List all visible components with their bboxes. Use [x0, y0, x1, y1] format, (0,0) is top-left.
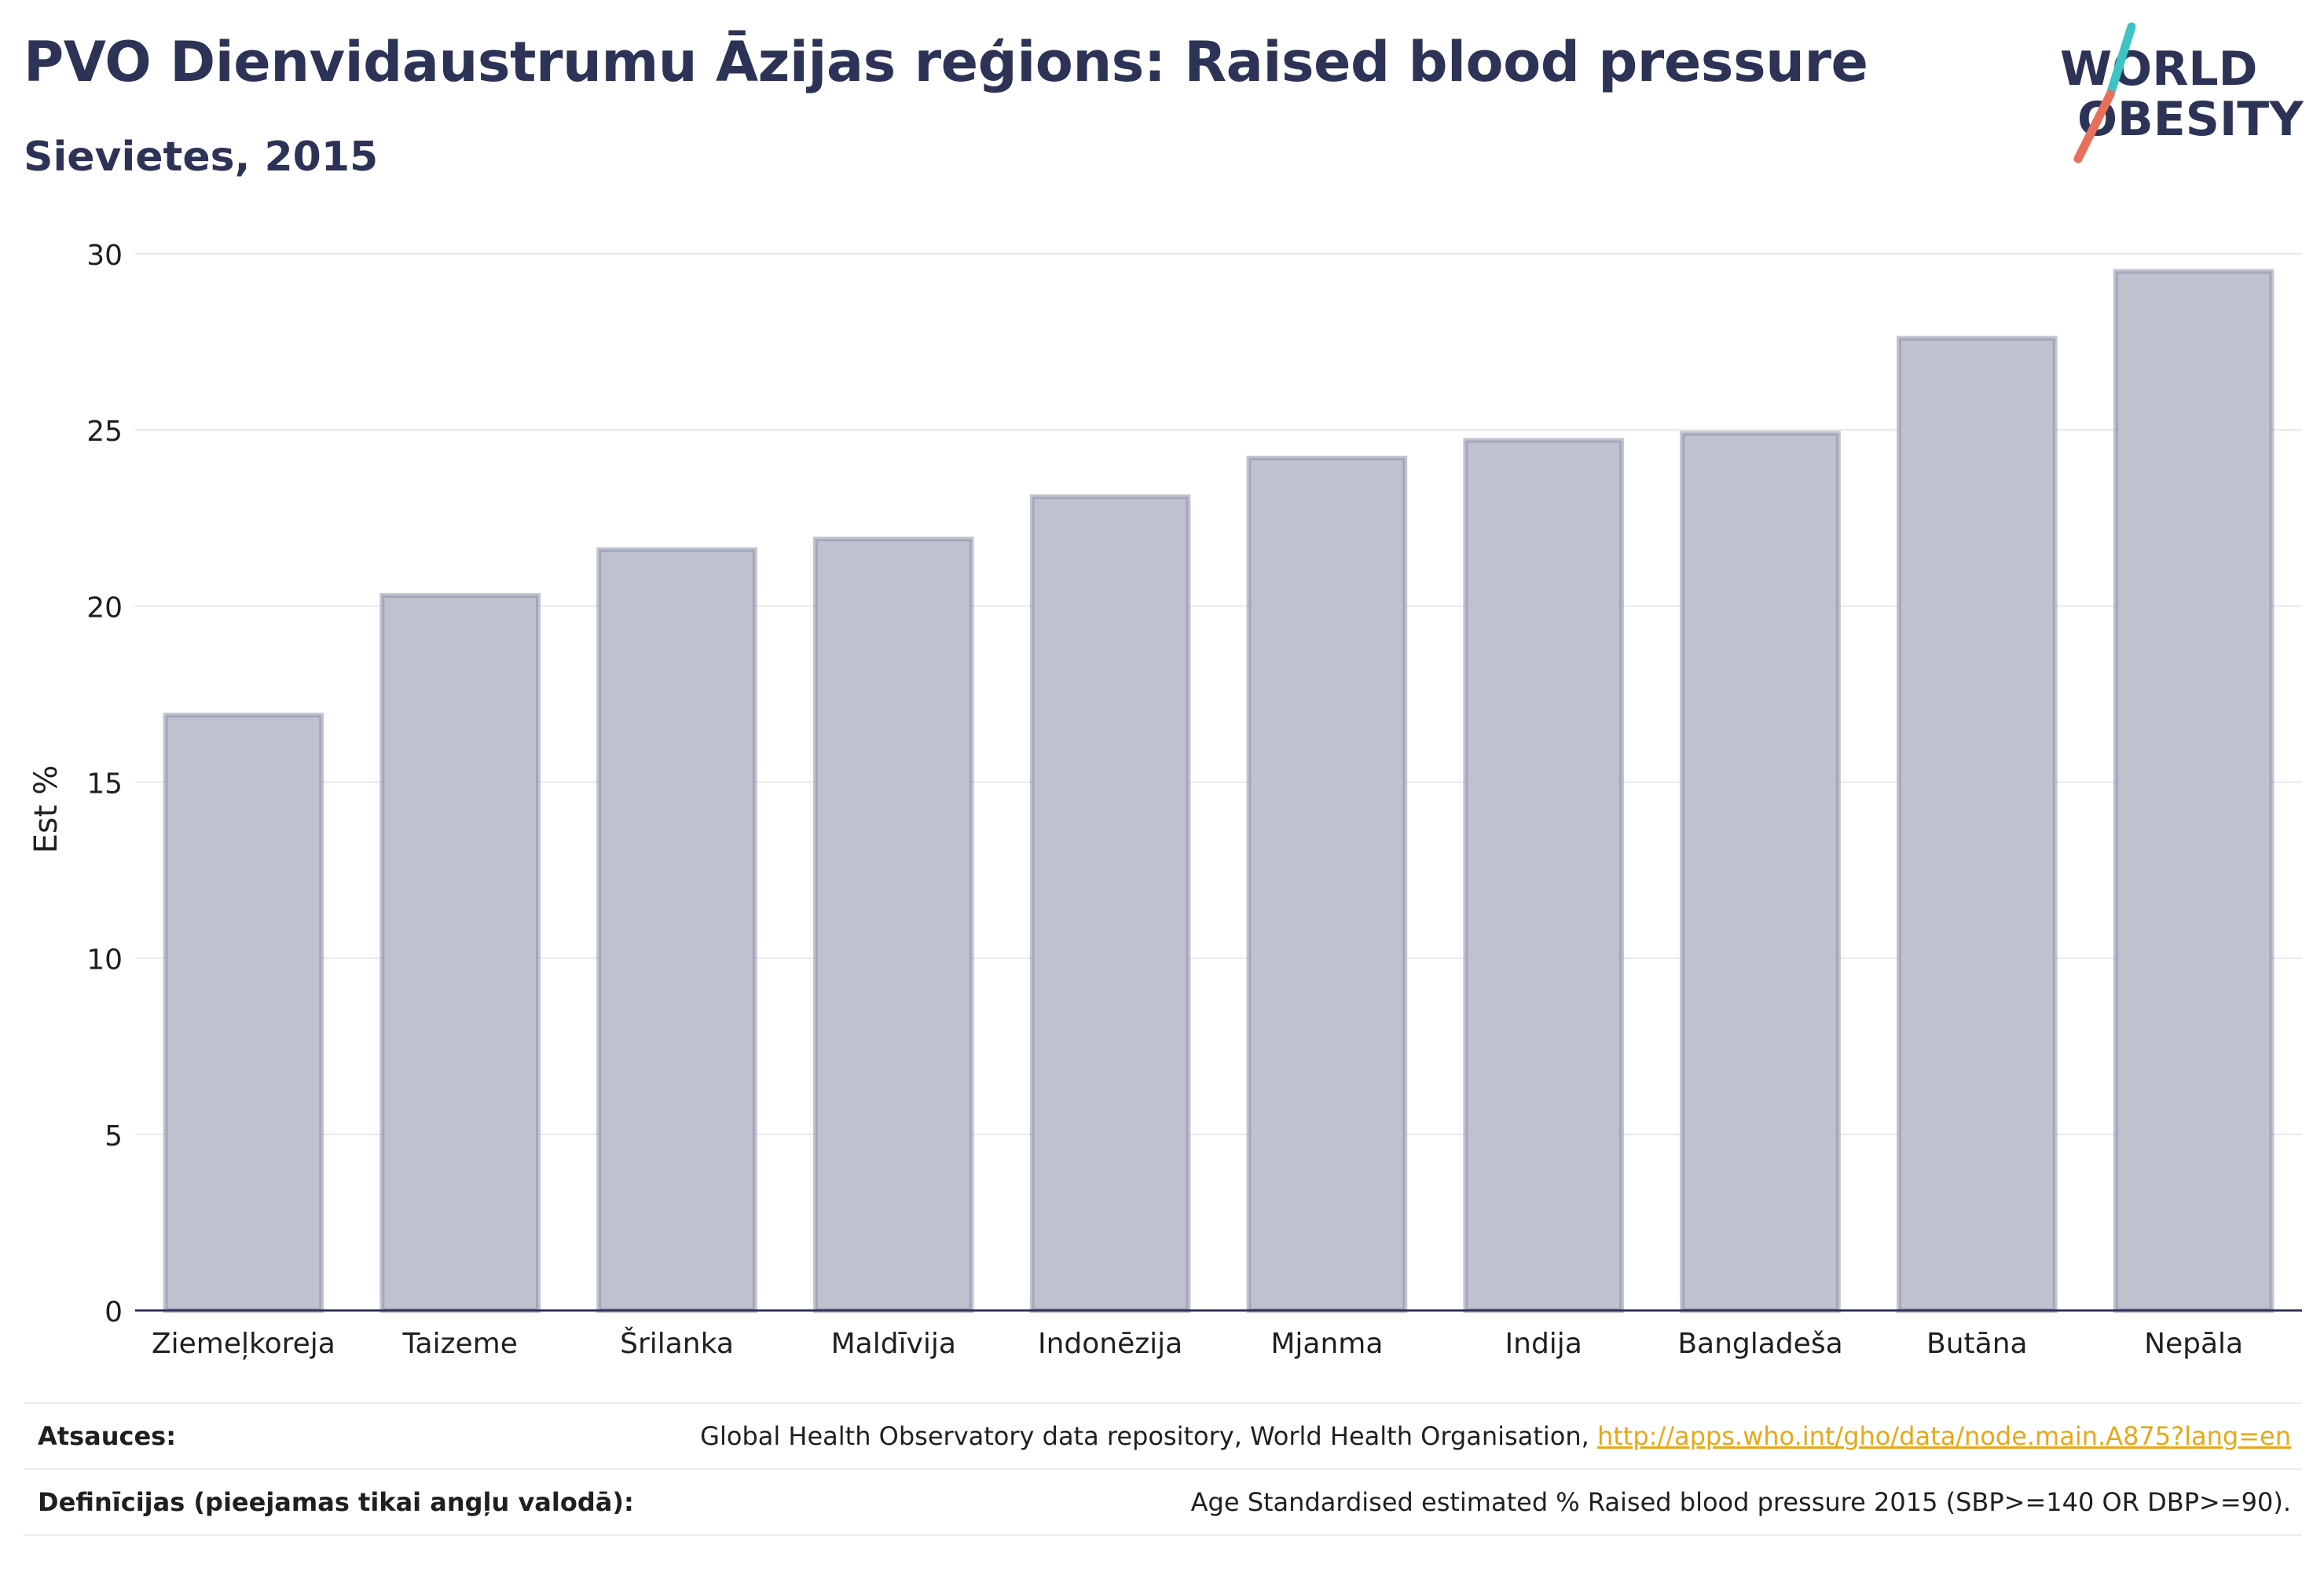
x-tick-label: Taizeme: [402, 1328, 518, 1360]
bars-layer: [163, 269, 2275, 1314]
x-tick-label: Ziemeļkoreja: [152, 1328, 335, 1360]
bar: [1463, 438, 1624, 1313]
logo-line-obesity: OBESITY: [2077, 92, 2304, 147]
sources-row: Atsauces: Global Health Observatory data…: [24, 1402, 2302, 1468]
y-tick-label: 25: [86, 416, 123, 448]
x-tick-label: Mjanma: [1270, 1328, 1383, 1360]
chart-title: PVO Dienvidaustrumu Āzijas reģions: Rais…: [24, 30, 1868, 94]
y-tick-label: 15: [86, 768, 123, 801]
sources-value: Global Health Observatory data repositor…: [700, 1421, 2302, 1451]
y-tick-label: 10: [86, 944, 123, 977]
bar: [1897, 335, 2058, 1314]
bar: [1246, 456, 1408, 1313]
chart-subtitle: Sievietes, 2015: [24, 134, 379, 181]
y-tick-label: 0: [104, 1296, 123, 1329]
bar: [596, 547, 757, 1313]
y-tick-label: 30: [86, 240, 123, 272]
definitions-row: Definīcijas (pieejamas tikai angļu valod…: [24, 1468, 2302, 1536]
sources-label: Atsauces:: [38, 1421, 176, 1451]
x-tick-label: Bangladeša: [1677, 1328, 1842, 1360]
bar: [2113, 269, 2275, 1314]
bar: [379, 592, 541, 1313]
footer: Atsauces: Global Health Observatory data…: [24, 1402, 2302, 1536]
logo-slash-coral: [2073, 90, 2115, 163]
x-tick-label: Butāna: [1926, 1328, 2028, 1360]
sources-link[interactable]: http://apps.who.int/gho/data/node.main.A…: [1596, 1421, 2291, 1451]
logo-slash-teal: [2106, 22, 2136, 99]
bar-chart: 0 5 10 15 20 25 30 Ziemeļkoreja Taizeme Šrilanka M…: [28, 240, 2302, 1360]
y-tick-label: 20: [86, 592, 123, 624]
x-tick-label: Šrilanka: [620, 1327, 734, 1360]
definitions-label: Definīcijas (pieejamas tikai angļu valod…: [38, 1487, 634, 1517]
bar: [1680, 431, 1841, 1313]
logo-line-world: WORLD: [2060, 42, 2257, 97]
bar: [163, 713, 324, 1313]
x-tick-label: Maldīvija: [831, 1328, 956, 1360]
bar: [1029, 494, 1191, 1313]
x-tick-label: Nepāla: [2144, 1328, 2243, 1360]
axis-layer: 0 5 10 15 20 25 30 Ziemeļkoreja Taizeme Šrilanka M…: [86, 240, 2302, 1360]
sources-text: Global Health Observatory data repositor…: [700, 1421, 1597, 1451]
bar: [813, 537, 974, 1313]
definitions-value: Age Standardised estimated % Raised bloo…: [1190, 1487, 2291, 1517]
x-tick-label: Indonēzija: [1038, 1328, 1182, 1360]
x-tick-label: Indija: [1505, 1328, 1582, 1360]
world-obesity-logo: WORLD OBESITY: [2060, 22, 2304, 163]
y-tick-label: 5: [104, 1120, 123, 1153]
y-axis-label: Est %: [28, 765, 64, 854]
